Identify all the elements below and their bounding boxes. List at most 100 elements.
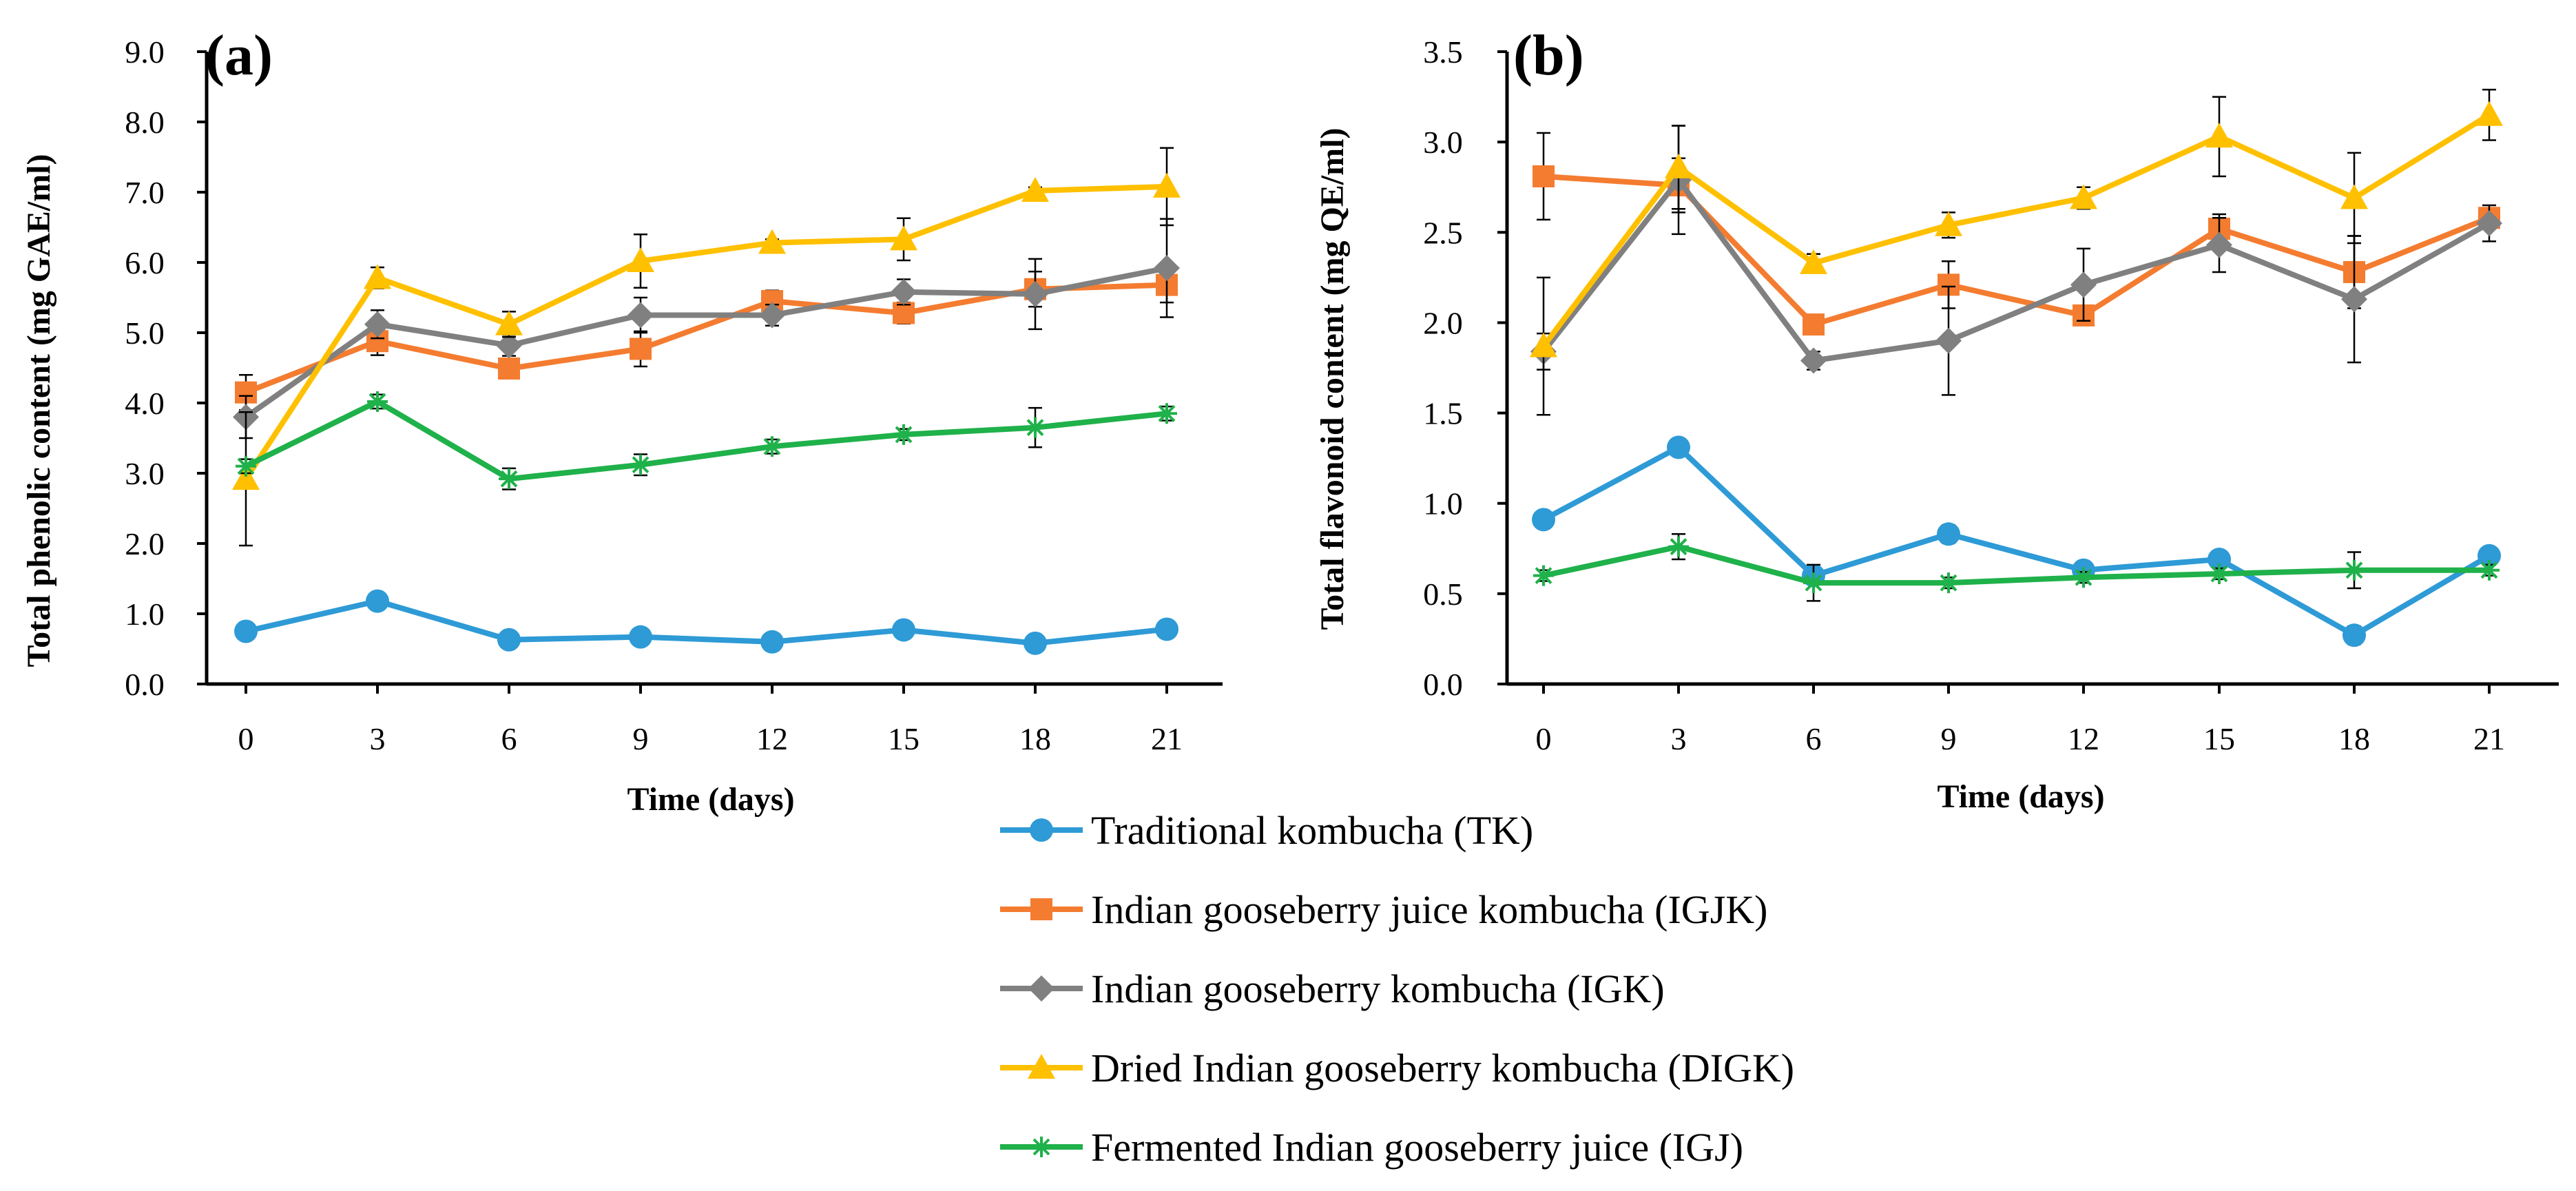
data-point-digk (1021, 176, 1049, 202)
y-axis-title-a: Total phenolic content (mg GAE/ml) (21, 154, 57, 667)
data-point-igk (364, 311, 391, 338)
data-point-tk (892, 618, 915, 642)
x-tick-label: 15 (2203, 721, 2235, 756)
series-line-tk (245, 598, 1167, 646)
x-tick-label: 9 (633, 721, 649, 756)
data-point-igk (1022, 280, 1048, 307)
legend-item-igj: Fermented Indian gooseberry juice (IGJ) (1000, 1125, 1743, 1170)
data-point-igj (2479, 559, 2500, 581)
panel-label-b: (b) (1513, 23, 1584, 87)
x-tick-label: 21 (2473, 721, 2505, 756)
series-tk-a (234, 589, 1178, 655)
y-tick-label: 8.0 (125, 105, 165, 140)
y-tick-label: 2.0 (1423, 305, 1463, 340)
x-axis-title-b: Time (days) (1937, 778, 2104, 815)
data-point-igk (2476, 210, 2502, 237)
y-tick-label: 0.5 (1423, 577, 1463, 612)
data-point-igjk (1803, 313, 1825, 336)
data-point-digk (2475, 101, 2503, 126)
legend-label: Traditional kombucha (TK) (1091, 808, 1533, 853)
data-point-igj (1938, 572, 1959, 594)
y-tick-label: 1.5 (1423, 396, 1463, 431)
x-tick-label: 0 (1536, 721, 1552, 756)
data-point-igj (2344, 559, 2365, 581)
data-point-tk (1024, 631, 1047, 655)
data-point-igk (759, 302, 785, 329)
x-tick-label: 18 (1019, 721, 1051, 756)
legend-label: Indian gooseberry kombucha (IGK) (1091, 966, 1665, 1011)
data-point-igj (1668, 536, 1689, 557)
data-point-digk (1800, 249, 1827, 274)
legend-label: Dried Indian gooseberry kombucha (DIGK) (1091, 1046, 1794, 1090)
series-line-igk (244, 265, 1167, 420)
series-igk-b (1530, 125, 2502, 396)
data-point-igjk (630, 338, 652, 360)
y-tick-label: 1.0 (125, 597, 165, 632)
series-tk-b (1532, 435, 2501, 648)
x-tick-label: 18 (2338, 721, 2370, 756)
data-point-tk (234, 619, 258, 643)
data-point-tk (366, 589, 389, 613)
data-point-igk (891, 278, 917, 305)
data-point-digk (1665, 153, 1692, 178)
data-point-digk (1530, 332, 1557, 358)
y-tick-label: 5.0 (125, 315, 165, 351)
data-point-igk (1935, 327, 1962, 354)
panel-a: (a) Time (days) Total phenolic content (… (21, 23, 1223, 818)
series-line-digk (1541, 112, 2491, 348)
data-point-igjk (893, 302, 915, 324)
x-tick-label: 9 (1941, 721, 1957, 756)
legend-item-digk: Dried Indian gooseberry kombucha (DIGK) (1000, 1046, 1794, 1090)
data-point-igk (2206, 231, 2232, 258)
data-point-digk (364, 264, 391, 289)
x-tick-label: 21 (1151, 721, 1183, 756)
data-point-igk (2341, 286, 2367, 313)
panel-b: (b) Total flavonoid content (mg QE/ml) T… (1314, 23, 2559, 815)
x-axis-title-a: Time (days) (627, 781, 794, 818)
data-point-igj (236, 455, 256, 477)
legend-marker-igk (1028, 975, 1055, 1002)
series-digk-b (1530, 88, 2503, 416)
data-point-igk (1154, 255, 1180, 282)
legend-label: Fermented Indian gooseberry juice (IGJ) (1091, 1125, 1743, 1170)
data-point-digk (2205, 123, 2233, 148)
legend-marker-igj (1031, 1137, 1052, 1157)
y-tick-label: 0.0 (125, 667, 165, 702)
panel-label-a: (a) (205, 23, 273, 87)
data-point-digk (2070, 184, 2097, 209)
series-igj-b (1533, 533, 2500, 602)
series-line-igk (1541, 177, 2491, 364)
y-tick-label: 1.0 (1423, 486, 1463, 521)
data-point-igk (1800, 347, 1827, 374)
legend-item-igk: Indian gooseberry kombucha (IGK) (1000, 966, 1665, 1011)
plot-area-a: 0.0 1.0 2.0 3.0 4.0 5.0 6.0 7.0 8.0 9.0 0 3 6 9 12 15 18… (125, 34, 1223, 756)
series-digk-a (232, 147, 1181, 547)
data-point-igj (630, 454, 651, 475)
data-point-digk (758, 229, 786, 254)
y-tick-label: 6.0 (125, 245, 165, 280)
data-point-digk (1935, 211, 1962, 236)
x-tick-label: 3 (1671, 721, 1687, 756)
y-tick-label: 3.5 (1423, 34, 1463, 70)
data-point-igj (1025, 417, 1046, 438)
data-point-igj (2073, 567, 2094, 588)
legend: Traditional kombucha (TK) Indian gooseber… (1000, 808, 1794, 1170)
legend-marker-digk (1028, 1054, 1055, 1079)
data-point-digk (1153, 172, 1181, 198)
y-tick-label: 7.0 (125, 175, 165, 210)
series-igj-a (236, 391, 1177, 490)
y-axis-title-b: Total flavonoid content (mg QE/ml) (1314, 128, 1351, 630)
data-point-tk (1667, 435, 1690, 459)
legend-marker-tk (1030, 818, 1053, 842)
data-point-tk (2208, 548, 2231, 572)
series-line-igj (1543, 543, 2489, 586)
x-tick-label: 6 (1806, 721, 1822, 756)
data-point-tk (1532, 508, 1555, 532)
data-point-igj (367, 391, 388, 412)
x-tick-label: 15 (888, 721, 920, 756)
legend-item-igjk: Indian gooseberry juice kombucha (IGJK) (1000, 887, 1767, 932)
data-point-igj (1533, 565, 1554, 586)
x-tick-label: 0 (238, 721, 254, 756)
